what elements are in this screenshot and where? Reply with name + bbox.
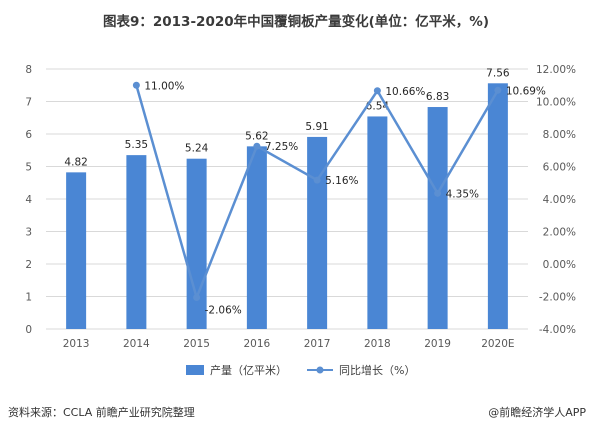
bar-value-label: 5.24: [185, 143, 209, 155]
y-left-tick-label: 4: [25, 194, 32, 206]
bar-value-label: 5.35: [125, 139, 148, 151]
bar-value-label: 5.62: [245, 130, 268, 142]
x-tick-label: 2017: [304, 338, 331, 350]
growth-point: [193, 293, 201, 301]
y-left-tick-label: 8: [25, 64, 32, 76]
y-right-tick-label: -2.00%: [539, 292, 576, 304]
x-tick-label: 2020E: [481, 338, 514, 350]
x-tick-label: 2015: [183, 338, 210, 350]
source-note: 资料来源：CCLA 前瞻产业研究院整理: [8, 405, 195, 419]
y-axis-right: -4.00% -2.00% 0.00% 2.00% 4.00% 6.00% 8.00% 10.…: [536, 64, 576, 336]
bar: [427, 107, 448, 330]
bar: [367, 116, 388, 329]
bar-labels: 4.825.35 5.245.625.916.546.837.56: [64, 67, 509, 168]
legend-bar-swatch: [186, 365, 204, 375]
bar-value-label: 6.83: [426, 91, 449, 103]
bar: [126, 155, 147, 329]
growth-value-label: 5.16%: [325, 175, 358, 187]
line-labels: 11.00% -2.06% 7.25% 5.16% 10.66% 4.35% 10.69%: [144, 80, 546, 316]
legend-line-marker: [316, 366, 324, 374]
x-tick-label: 2018: [364, 338, 391, 350]
growth-value-label: -2.06%: [205, 304, 242, 316]
bar: [487, 83, 508, 329]
line-series: [132, 81, 502, 302]
y-right-tick-label: 10.00%: [536, 97, 576, 109]
growth-value-label: 10.69%: [506, 85, 546, 97]
y-right-tick-label: 2.00%: [543, 227, 576, 239]
gridlines: [46, 68, 528, 330]
bar-value-label: 5.91: [305, 121, 328, 133]
y-left-tick-label: 3: [25, 227, 32, 239]
x-tick-label: 2014: [123, 338, 150, 350]
bar-series: [66, 83, 508, 330]
legend-bar-label: 产量（亿平米）: [210, 363, 287, 377]
credit-note: @前瞻经济学人APP: [488, 405, 586, 419]
growth-point: [253, 142, 261, 150]
x-axis: 2013 2014 2015 2016 2017 2018 2019 2020E: [63, 338, 515, 350]
bar-value-label: 7.56: [486, 67, 510, 79]
y-right-tick-label: 4.00%: [543, 194, 576, 206]
y-right-tick-label: 6.00%: [543, 162, 576, 174]
bar: [246, 146, 267, 329]
legend-line-label: 同比增长（%）: [339, 363, 415, 377]
growth-value-label: 4.35%: [446, 188, 479, 200]
y-left-tick-label: 2: [25, 259, 32, 271]
chart-title: 图表9：2013-2020年中国覆铜板产量变化(单位：亿平米，%): [103, 13, 489, 30]
legend: 产量（亿平米） 同比增长（%）: [186, 363, 415, 377]
x-tick-label: 2013: [63, 338, 90, 350]
y-right-tick-label: 0.00%: [543, 259, 576, 271]
growth-point: [494, 86, 502, 94]
growth-value-label: 11.00%: [144, 80, 184, 92]
x-tick-label: 2019: [424, 338, 451, 350]
x-tick-label: 2016: [244, 338, 271, 350]
bar: [307, 136, 328, 329]
growth-point: [132, 81, 140, 89]
growth-value-label: 10.66%: [385, 86, 425, 98]
bar: [66, 172, 87, 329]
growth-point: [313, 176, 321, 184]
y-left-tick-label: 0: [25, 324, 32, 336]
y-right-tick-label: 12.00%: [536, 64, 576, 76]
y-axis-left: 0 1 2 3 4 5 6 7 8: [25, 64, 32, 336]
growth-point: [373, 87, 381, 95]
bar-value-label: 4.82: [64, 156, 87, 168]
y-left-tick-label: 1: [25, 292, 32, 304]
y-left-tick-label: 6: [25, 129, 32, 141]
y-right-tick-label: 8.00%: [543, 129, 576, 141]
y-left-tick-label: 5: [25, 162, 32, 174]
y-left-tick-label: 7: [25, 97, 32, 109]
growth-point: [434, 189, 442, 197]
bar: [186, 158, 207, 329]
growth-value-label: 7.25%: [265, 141, 298, 153]
y-right-tick-label: -4.00%: [539, 324, 576, 336]
